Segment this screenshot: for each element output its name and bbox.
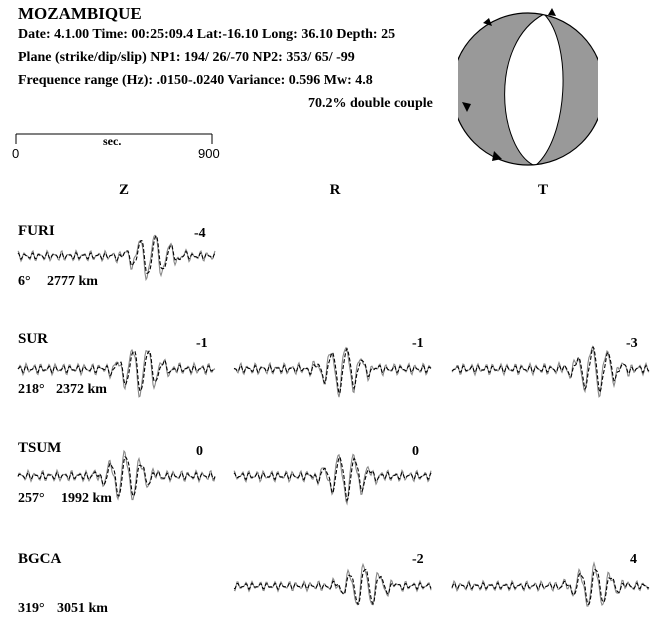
- synthetic-waveform-bgca-r: [233, 568, 432, 606]
- station-azimuth-furi: 6°: [18, 274, 31, 289]
- observed-waveform-bgca-r: [233, 562, 432, 606]
- observed-waveform-sur-t: [451, 346, 650, 398]
- event-info-line: Date: 4.1.00 Time: 00:25:09.4 Lat:-16.10…: [18, 27, 396, 42]
- time-shift-bgca-r: -2: [412, 552, 424, 567]
- observed-waveform-tsum-z: [17, 449, 216, 501]
- time-shift-sur-z: -1: [196, 336, 208, 351]
- time-shift-furi-z: -4: [194, 226, 206, 241]
- double-couple-label: 70.2% double couple: [308, 96, 433, 111]
- station-azimuth-sur: 218°: [18, 382, 45, 397]
- time-shift-tsum-z: 0: [196, 444, 203, 459]
- component-header-z: Z: [118, 182, 129, 198]
- nodal-planes-line: Plane (strike/dip/slip) NP1: 194/ 26/-70…: [18, 50, 355, 65]
- synthetic-waveform-tsum-z: [17, 456, 216, 497]
- synthetic-waveform-furi-z: [17, 234, 216, 274]
- time-shift-sur-r: -1: [412, 336, 424, 351]
- station-name-tsum: TSUM: [18, 440, 62, 456]
- observed-waveform-sur-r: [233, 346, 432, 398]
- observed-waveform-tsum-r: [233, 453, 432, 506]
- time-scale-unit: sec.: [103, 134, 122, 148]
- component-header-r: R: [329, 182, 341, 198]
- synthetic-waveform-sur-r: [233, 347, 432, 395]
- axis-marker: [483, 18, 492, 26]
- synthetic-waveform-sur-t: [451, 345, 650, 395]
- focal-mechanism-beachball: [458, 8, 598, 166]
- synthetic-waveform-sur-z: [17, 350, 216, 392]
- observed-waveform-sur-z: [17, 348, 216, 398]
- station-distance-tsum: 1992 km: [61, 491, 112, 506]
- region-title: MOZAMBIQUE: [18, 4, 142, 23]
- station-distance-bgca: 3051 km: [57, 601, 108, 616]
- station-azimuth-bgca: 319°: [18, 601, 45, 616]
- station-name-sur: SUR: [18, 331, 49, 347]
- time-scale-end: 900: [198, 146, 220, 161]
- pressure-axis-marker: [548, 8, 556, 16]
- time-shift-bgca-t: 4: [630, 552, 637, 567]
- tension-axis-marker: [492, 151, 502, 161]
- time-scale-bar: [15, 133, 213, 144]
- time-shift-tsum-r: 0: [412, 444, 419, 459]
- component-header-t: T: [537, 182, 548, 198]
- synthetic-waveform-bgca-t: [451, 568, 650, 605]
- station-distance-sur: 2372 km: [56, 382, 107, 397]
- synthetic-waveform-tsum-r: [233, 456, 432, 502]
- station-distance-furi: 2777 km: [47, 274, 98, 289]
- time-shift-sur-t: -3: [626, 336, 638, 351]
- station-azimuth-tsum: 257°: [18, 491, 45, 506]
- inversion-params-line: Frequence range (Hz): .0150-.0240 Varian…: [18, 73, 373, 88]
- axis-marker: [462, 102, 471, 112]
- observed-waveform-bgca-t: [451, 561, 650, 607]
- station-name-bgca: BGCA: [18, 551, 62, 567]
- station-name-furi: FURI: [18, 223, 55, 239]
- observed-waveform-furi-z: [17, 234, 216, 282]
- time-scale-start: 0: [12, 146, 20, 161]
